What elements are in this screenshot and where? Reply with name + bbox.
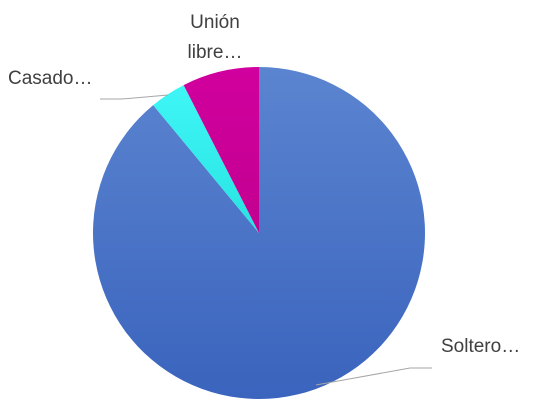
leader-lines (100, 94, 432, 386)
pie-slices (92, 67, 425, 399)
leader-line-casado (100, 94, 169, 100)
pie-slice-soltero (92, 67, 425, 399)
leader-line-soltero (315, 367, 432, 386)
slice-label-casado: Casado… (8, 68, 93, 89)
pie-slice-casado (153, 85, 259, 233)
slice-label-soltero: Soltero… (441, 336, 520, 357)
slice-labels: Soltero… Casado… Unión libre… (8, 12, 520, 357)
slice-label-union-libre: Unión libre… (188, 12, 243, 63)
pie-slice-union-libre (183, 67, 259, 233)
